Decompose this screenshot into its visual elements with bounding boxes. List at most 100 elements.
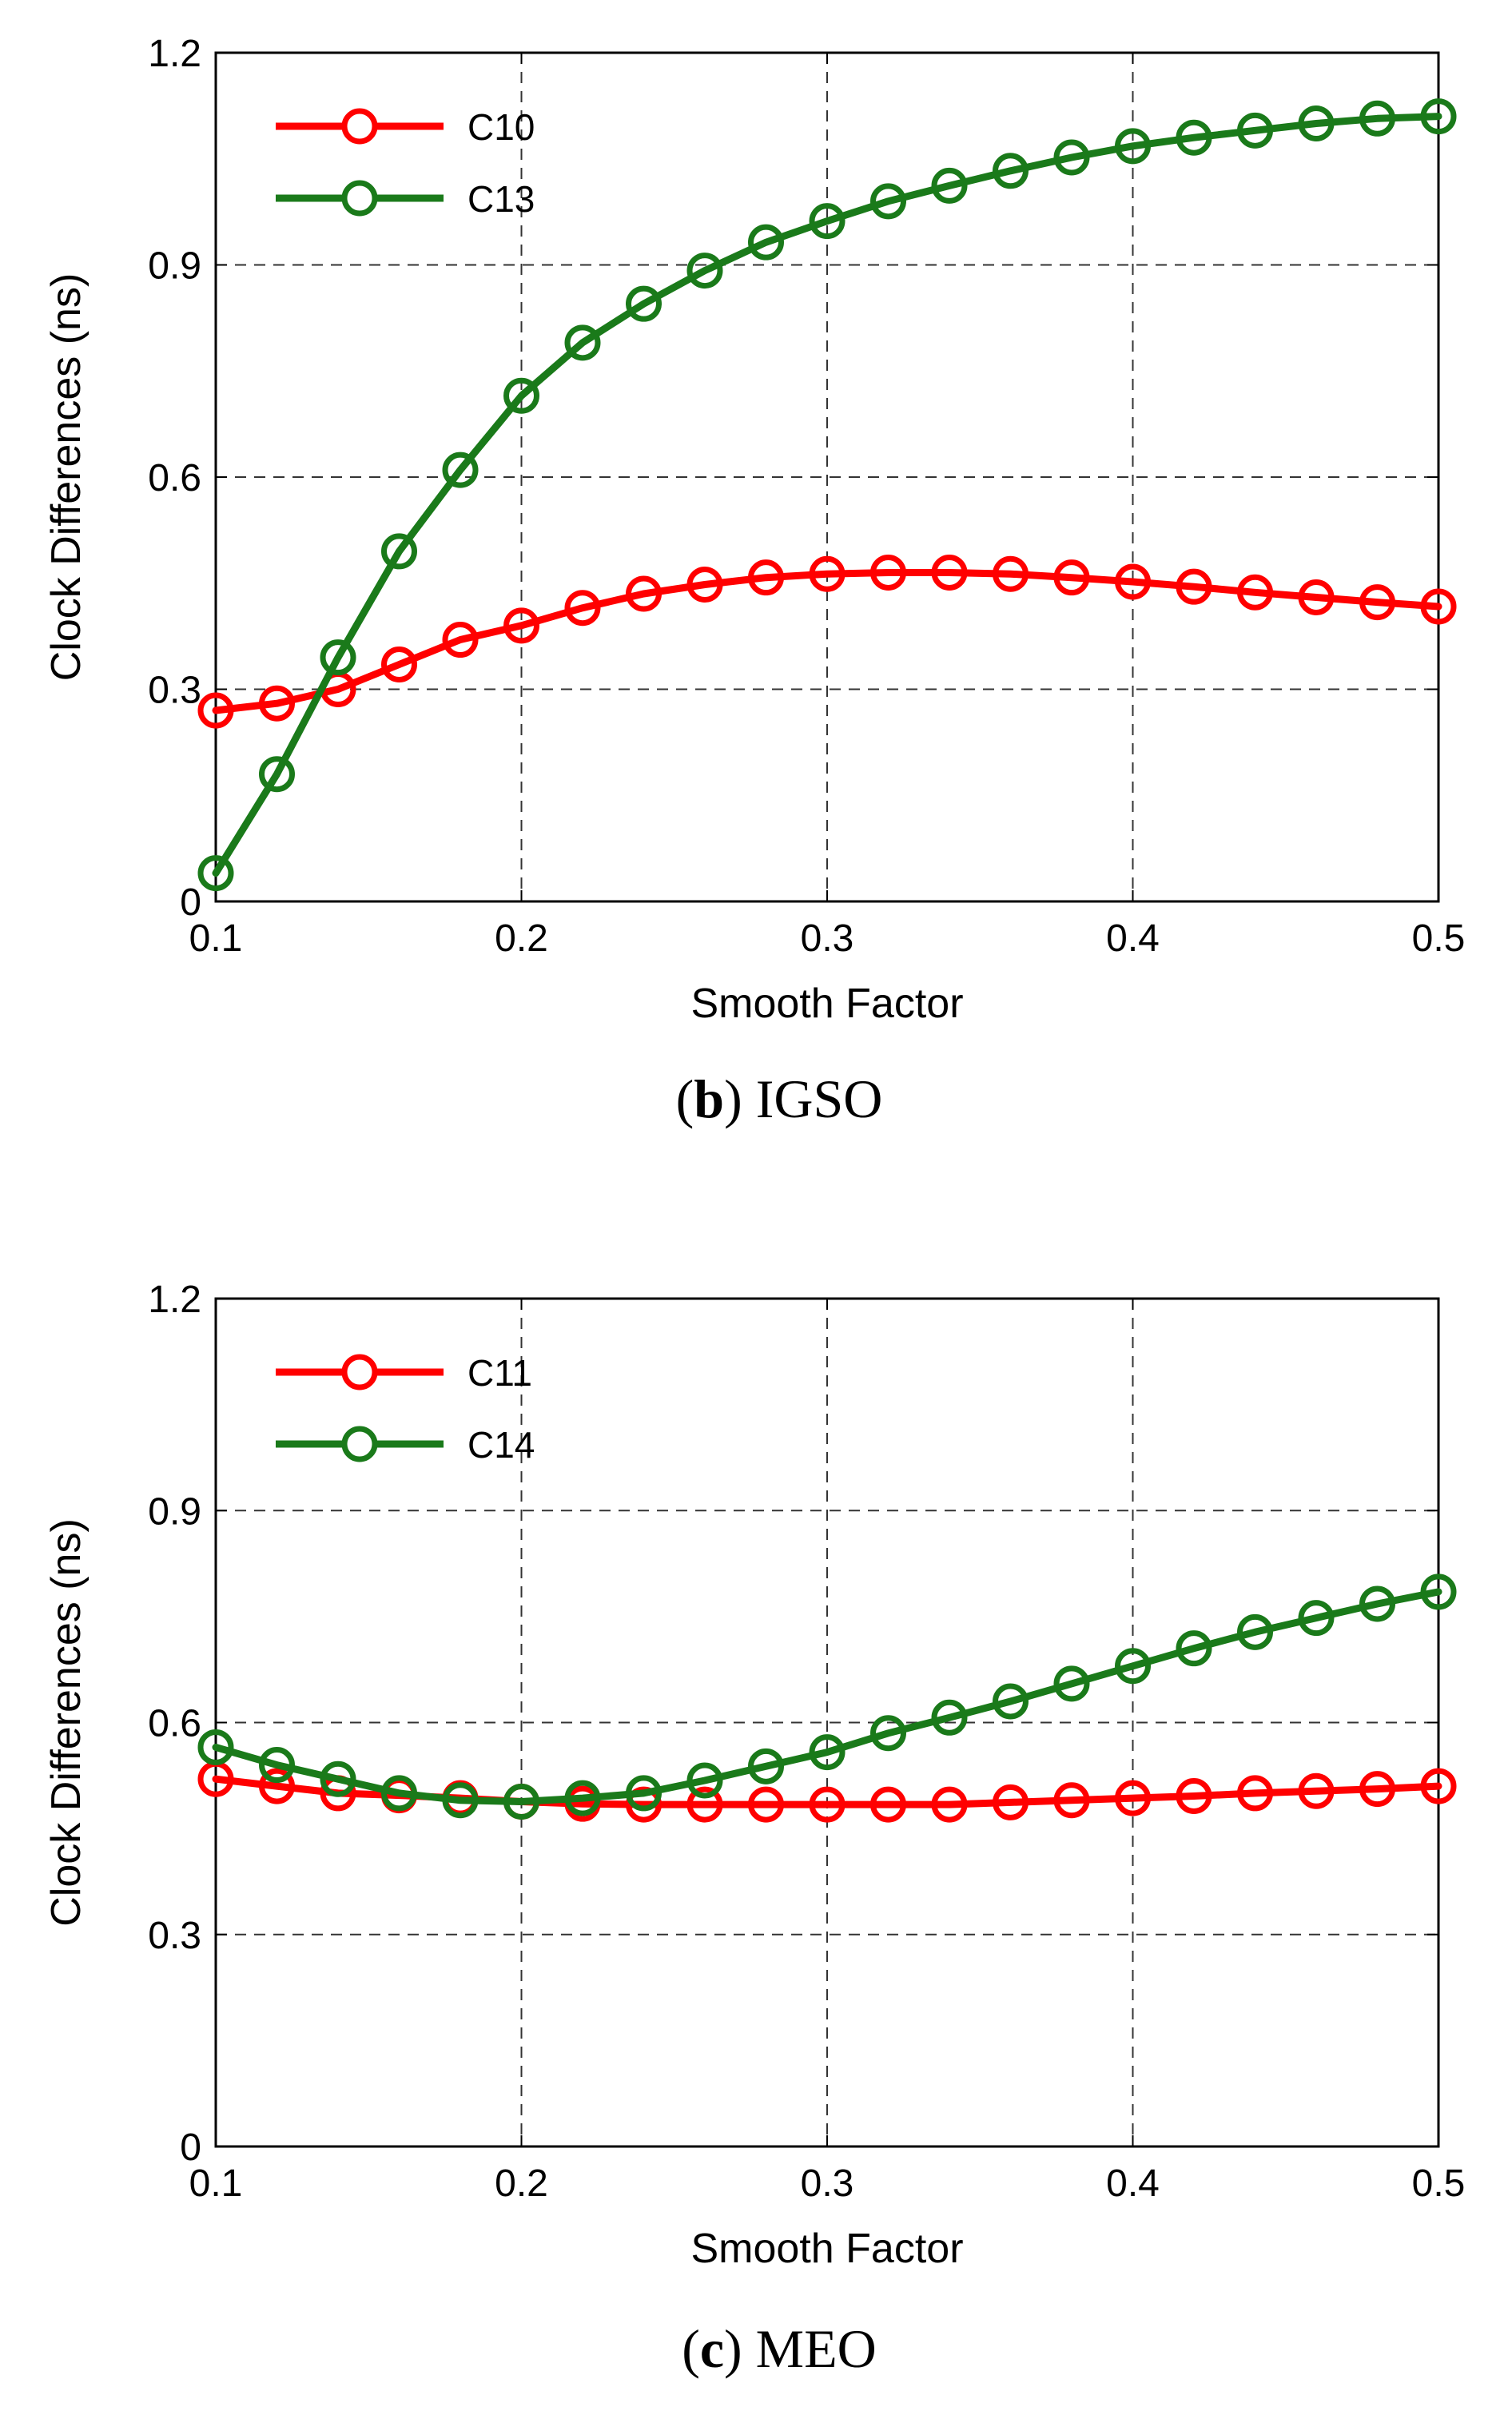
data-point-C13 bbox=[993, 153, 1029, 189]
data-point-C11 bbox=[1053, 1782, 1090, 1819]
x-tick-label: 0.3 bbox=[801, 2162, 854, 2205]
data-point-C13 bbox=[1237, 112, 1273, 149]
data-point-C14 bbox=[259, 1747, 295, 1784]
y-axis-label: Clock Differences (ns) bbox=[43, 273, 90, 682]
x-tick-label: 0.3 bbox=[801, 917, 854, 960]
x-tick-label: 0.2 bbox=[495, 2162, 548, 2205]
data-point-C14 bbox=[1359, 1585, 1395, 1622]
y-tick-label: 0 bbox=[180, 2127, 201, 2169]
data-point-C11 bbox=[1237, 1775, 1273, 1812]
data-point-C14 bbox=[503, 1784, 539, 1820]
data-point-C11 bbox=[748, 1786, 784, 1823]
data-point-C11 bbox=[1176, 1777, 1212, 1814]
data-point-C14 bbox=[626, 1775, 662, 1812]
data-point-C14 bbox=[1298, 1600, 1335, 1637]
data-point-C13 bbox=[1359, 100, 1395, 137]
legend-label-C11: C11 bbox=[468, 1352, 532, 1394]
data-point-C10 bbox=[809, 555, 846, 592]
x-tick-label: 0.1 bbox=[189, 917, 243, 960]
data-point-C11 bbox=[993, 1784, 1029, 1820]
data-point-C10 bbox=[686, 567, 723, 603]
data-point-C10 bbox=[503, 607, 539, 644]
data-point-C14 bbox=[320, 1761, 356, 1797]
data-point-C14 bbox=[1053, 1665, 1090, 1702]
data-point-C13 bbox=[931, 167, 968, 204]
data-point-C11 bbox=[686, 1786, 723, 1823]
data-point-C13 bbox=[1115, 128, 1151, 165]
data-point-C14 bbox=[381, 1775, 417, 1812]
x-tick-label: 0.1 bbox=[189, 2162, 243, 2205]
legend-marker-C11 bbox=[341, 1354, 378, 1391]
data-point-C11 bbox=[1115, 1780, 1151, 1816]
y-tick-label: 1.2 bbox=[148, 1279, 201, 1321]
data-point-C10 bbox=[870, 554, 906, 591]
data-point-C10 bbox=[1420, 588, 1457, 625]
data-point-C10 bbox=[1359, 584, 1395, 621]
data-point-C11 bbox=[259, 1768, 295, 1804]
data-point-C10 bbox=[1053, 559, 1090, 596]
data-point-C14 bbox=[1237, 1613, 1273, 1650]
x-axis-label: Smooth Factor bbox=[690, 981, 963, 1027]
legend-label-C13: C13 bbox=[468, 178, 535, 220]
panel-caption: (b) IGSO bbox=[676, 1068, 883, 1129]
y-tick-label: 0.6 bbox=[148, 457, 201, 499]
data-point-C13 bbox=[564, 324, 601, 361]
y-axis-label: Clock Differences (ns) bbox=[43, 1518, 90, 1927]
data-point-C13 bbox=[320, 639, 356, 676]
series-line-C13 bbox=[212, 113, 1442, 877]
data-point-C11 bbox=[626, 1786, 662, 1823]
data-point-C13 bbox=[259, 756, 295, 793]
data-point-C13 bbox=[748, 224, 784, 261]
data-point-C13 bbox=[197, 855, 234, 892]
data-point-C10 bbox=[1237, 574, 1273, 611]
data-point-C10 bbox=[1115, 563, 1151, 600]
data-point-C14 bbox=[442, 1782, 479, 1819]
x-tick-label: 0.5 bbox=[1412, 917, 1466, 960]
data-point-C14 bbox=[809, 1734, 846, 1771]
data-point-C13 bbox=[1298, 105, 1335, 141]
data-point-C13 bbox=[626, 285, 662, 322]
y-tick-label: 0.6 bbox=[148, 1703, 201, 1745]
y-tick-label: 1.2 bbox=[148, 33, 201, 75]
data-point-C14 bbox=[748, 1748, 784, 1784]
data-point-C11 bbox=[870, 1786, 906, 1823]
panel-igso: 0.1 0.2 0.3 0.4 0.5 0 0.3 0.6 0.9 1.2 Smooth Facto… bbox=[43, 33, 1465, 1129]
data-point-C10 bbox=[381, 647, 417, 683]
data-point-C13 bbox=[503, 377, 539, 414]
panel-meo: 0.1 0.2 0.3 0.4 0.5 0 0.3 0.6 0.9 1.2 Smooth Facto… bbox=[43, 1279, 1465, 2379]
data-point-C13 bbox=[1053, 139, 1090, 176]
legend-marker-C13 bbox=[341, 180, 378, 217]
x-axis-label: Smooth Factor bbox=[690, 2226, 963, 2272]
data-point-C13 bbox=[686, 253, 723, 289]
x-tick-label: 0.2 bbox=[495, 917, 548, 960]
data-point-C14 bbox=[564, 1780, 601, 1816]
y-tick-label: 0 bbox=[180, 881, 201, 924]
data-point-C13 bbox=[442, 452, 479, 488]
data-point-C13 bbox=[809, 203, 846, 240]
data-point-C10 bbox=[197, 692, 234, 729]
y-tick-label: 0.9 bbox=[148, 245, 201, 288]
data-point-C14 bbox=[1115, 1648, 1151, 1685]
y-tick-label: 0.3 bbox=[148, 670, 201, 712]
data-point-C13 bbox=[870, 183, 906, 220]
data-point-C10 bbox=[564, 590, 601, 627]
data-point-C14 bbox=[931, 1699, 968, 1736]
panel-caption: (c) MEO bbox=[682, 2318, 877, 2379]
legend-marker-C10 bbox=[341, 108, 378, 145]
data-point-C10 bbox=[259, 685, 295, 722]
data-point-C14 bbox=[1420, 1574, 1457, 1610]
series-line-C10 bbox=[212, 569, 1442, 714]
data-point-C13 bbox=[1420, 98, 1457, 135]
data-point-C10 bbox=[1298, 579, 1335, 615]
x-tick-label: 0.5 bbox=[1412, 2162, 1466, 2205]
data-point-C11 bbox=[931, 1786, 968, 1823]
data-point-C14 bbox=[870, 1715, 906, 1752]
legend-label-C10: C10 bbox=[468, 106, 535, 148]
legend-label-C14: C14 bbox=[468, 1424, 535, 1466]
y-tick-label: 0.9 bbox=[148, 1490, 201, 1533]
data-point-C10 bbox=[442, 622, 479, 658]
data-point-C13 bbox=[1176, 119, 1212, 156]
x-tick-label: 0.4 bbox=[1106, 917, 1160, 960]
x-tick-label: 0.4 bbox=[1106, 2162, 1160, 2205]
